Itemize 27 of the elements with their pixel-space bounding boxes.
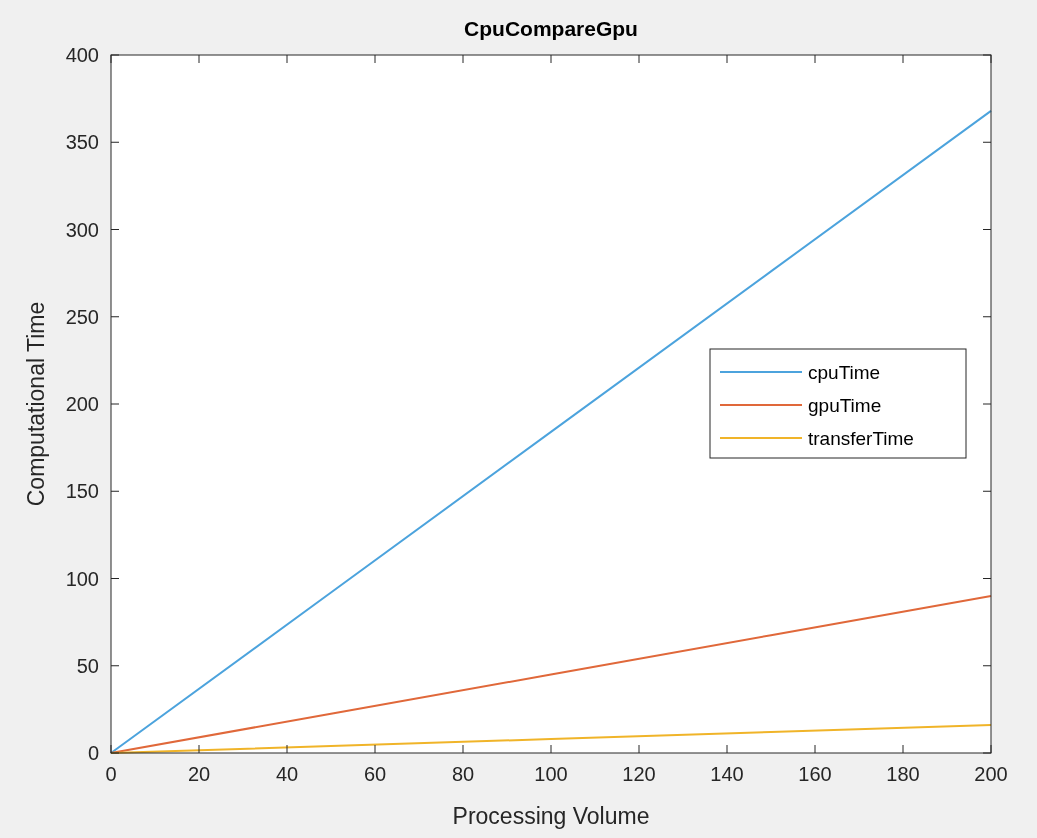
y-tick-label: 300 (65, 218, 99, 241)
y-tick-label: 200 (65, 393, 99, 415)
x-tick-label: 120 (622, 763, 656, 785)
x-tick-label: 60 (363, 763, 387, 785)
x-tick-label: 140 (710, 763, 744, 785)
y-tick-label: 250 (65, 305, 99, 328)
x-tick-label: 80 (451, 763, 475, 785)
legend-label: cpuTime (808, 362, 881, 383)
x-tick-label: 40 (275, 763, 299, 785)
line-series (110, 109, 992, 754)
legend-label: gpuTime (808, 395, 882, 416)
x-tick-label: 200 (974, 763, 1008, 785)
y-tick-label: 400 (65, 44, 99, 66)
x-tick-label: 180 (886, 763, 920, 785)
x-tick-label: 100 (534, 763, 568, 785)
y-axis-title: Computational Time (23, 301, 49, 507)
legend-label: transferTime (808, 428, 914, 449)
y-tick-label: 350 (65, 131, 99, 154)
x-axis-title: Processing Volume (452, 803, 650, 829)
x-tick-label: 20 (187, 763, 211, 785)
x-tick-label: 160 (798, 763, 832, 785)
y-tick-label: 0 (87, 742, 99, 764)
chart-title: CpuCompareGpu (464, 17, 638, 40)
x-tick-label: 0 (105, 763, 117, 785)
y-tick-label: 50 (76, 654, 99, 677)
y-tick-label: 150 (65, 480, 99, 503)
y-tick-label: 100 (65, 567, 99, 590)
